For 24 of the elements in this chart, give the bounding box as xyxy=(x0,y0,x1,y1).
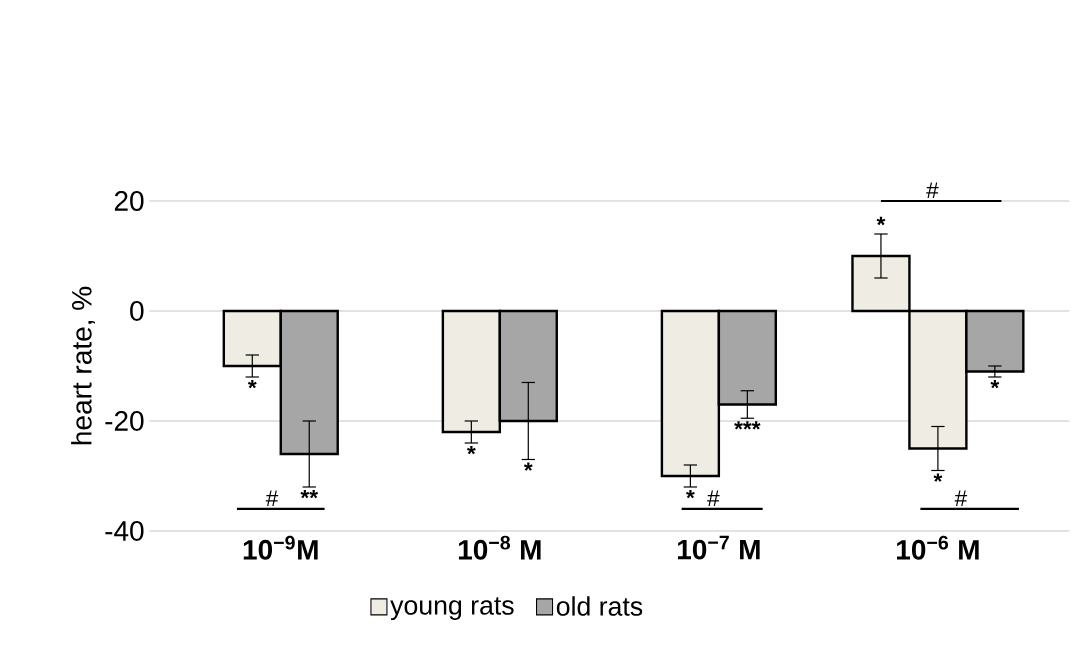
data-label: ** xyxy=(300,489,319,499)
annotation: # xyxy=(954,490,968,506)
data-label: * xyxy=(933,473,943,482)
data-label: * xyxy=(466,445,476,455)
y-tick-label: -40 xyxy=(105,521,144,541)
y-tick-label: -20 xyxy=(105,411,144,431)
annotation: # xyxy=(707,490,720,506)
x-tick-label: 10$^{−8}$ M xyxy=(458,535,541,560)
legend-label: young rats xyxy=(390,597,514,621)
text: # xyxy=(926,182,939,199)
x-tick-label: 10$^{−6}$ M xyxy=(897,535,979,560)
data-label: * xyxy=(990,379,1000,389)
legend-label: old rats xyxy=(556,596,643,616)
data-label: * xyxy=(876,216,886,226)
data-label: * xyxy=(686,489,695,499)
x-tick-label: 10$^{−7}$ M xyxy=(677,535,760,560)
x-tick-label: 10$^{−9}$M xyxy=(243,535,318,560)
data-label: * xyxy=(247,379,257,389)
y-tick-label: 0 xyxy=(130,301,144,321)
y-tick-label: 20 xyxy=(114,191,144,211)
data-label: * xyxy=(523,462,533,471)
y-axis-title: heart rate, % xyxy=(71,286,95,445)
annotation: # xyxy=(265,490,279,506)
data-label: *** xyxy=(734,421,761,430)
